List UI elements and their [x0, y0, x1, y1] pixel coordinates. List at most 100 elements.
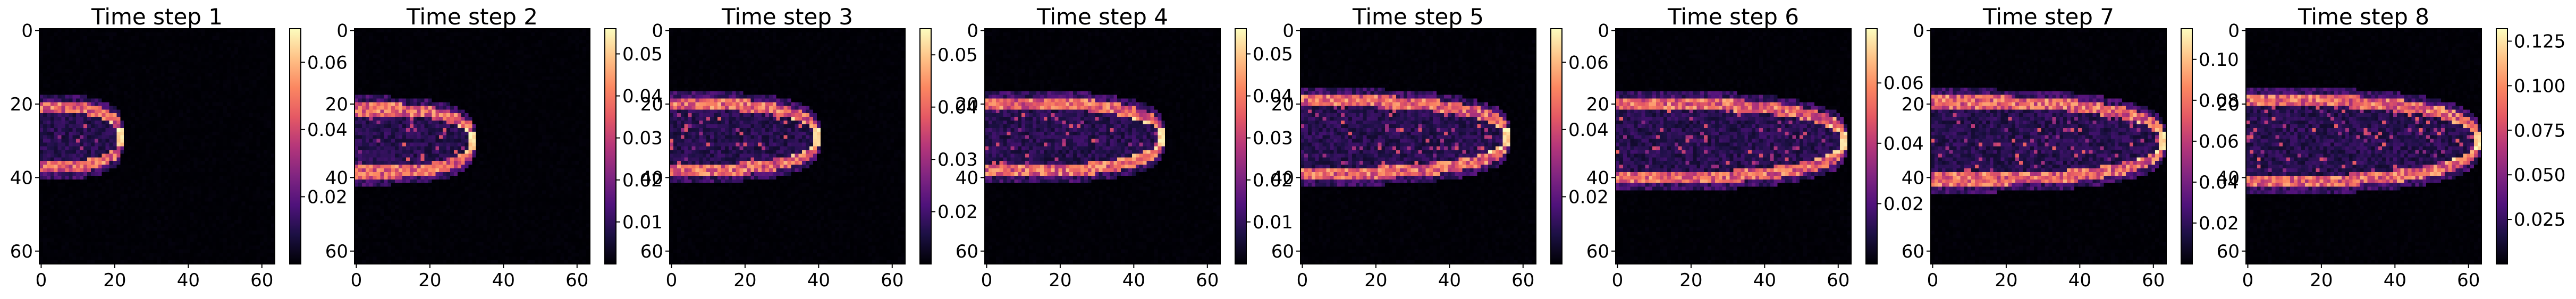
y-tick-label: 20	[2217, 94, 2240, 115]
colorbar-tick-label: 0.04	[2199, 172, 2239, 193]
colorbar-tick-label: 0.02	[622, 170, 663, 191]
heatmap-image	[2246, 29, 2481, 264]
panel-title: Time step 6	[1667, 4, 1799, 30]
y-tick-label: 0	[336, 20, 348, 41]
heatmap-panel-4: Time step 40 20 40 6002040600.010.020.030.0…	[956, 4, 1293, 291]
colorbar-tick-label: 0.025	[2514, 209, 2565, 230]
colorbar	[1235, 29, 1246, 264]
panel-title: Time step 4	[1036, 4, 1168, 30]
colorbar-frame	[2181, 28, 2193, 264]
colorbar-tick-label: 0.02	[307, 186, 348, 208]
colorbar	[2181, 29, 2192, 264]
x-tick-label: 0	[666, 270, 678, 291]
colorbar-frame	[919, 28, 932, 264]
y-tick-label: 0	[652, 20, 663, 41]
colorbar-frame	[1550, 28, 1563, 264]
x-tick-label: 0	[981, 270, 993, 291]
y-tick-label: 60	[956, 241, 978, 262]
x-tick-label: 20	[733, 270, 756, 291]
colorbar-tick-label: 0.06	[1884, 73, 1924, 94]
x-tick-label: 60	[1196, 270, 1219, 291]
x-tick-label: 40	[177, 270, 200, 291]
colorbar-tick-label: 0.06	[307, 52, 348, 73]
heatmap-frame	[39, 28, 275, 264]
heatmap-panel-7: Time step 70 20 40 6002040600.020.040.060.0…	[1902, 4, 2239, 291]
x-tick-label: 40	[807, 270, 830, 291]
colorbar-frame	[289, 28, 301, 264]
y-tick-label: 40	[1271, 167, 1294, 189]
y-tick-label: 20	[325, 94, 348, 115]
colorbar-tick-label: 0.050	[2514, 165, 2565, 186]
colorbar	[1551, 29, 1562, 264]
y-tick-label: 60	[2217, 241, 2240, 262]
colorbar-tick-label: 0.06	[1568, 52, 1609, 73]
x-tick-label: 20	[1364, 270, 1387, 291]
colorbar	[920, 29, 931, 264]
colorbar-tick-label: 0.125	[2514, 31, 2565, 52]
colorbar	[1866, 29, 1877, 264]
y-tick-label: 20	[1271, 94, 1294, 115]
x-tick-label: 20	[418, 270, 441, 291]
x-tick-label: 20	[2310, 270, 2333, 291]
y-tick-label: 60	[1586, 241, 1609, 262]
colorbar-tick-label: 0.04	[1884, 133, 1924, 155]
colorbar-tick-label: 0.03	[622, 128, 663, 149]
colorbar-tick-label: 0.05	[1253, 44, 1293, 65]
colorbar-tick-label: 0.10	[2199, 49, 2239, 71]
heatmap-image	[354, 29, 590, 264]
y-tick-label: 0	[967, 20, 978, 41]
colorbar	[2496, 29, 2507, 264]
heatmap-panel-8: Time step 80 20 40 6002040600.0250.0500.075…	[2217, 4, 2566, 291]
colorbar-frame	[604, 28, 616, 264]
colorbar-tick-label: 0.02	[1884, 193, 1924, 215]
colorbar-tick-label: 0.075	[2514, 120, 2565, 141]
heatmap-image	[1300, 29, 1536, 264]
panel-title: Time step 1	[91, 4, 223, 30]
heatmap-image	[1616, 29, 1851, 264]
heatmap-frame	[1930, 28, 2167, 264]
x-tick-label: 20	[103, 270, 126, 291]
x-tick-label: 40	[2384, 270, 2406, 291]
colorbar-tick-label: 0.01	[1253, 212, 1293, 233]
y-tick-label: 40	[640, 167, 663, 189]
x-tick-label: 0	[1297, 270, 1308, 291]
y-tick-label: 60	[10, 241, 33, 262]
colorbar-tick-label: 0.04	[307, 119, 348, 141]
x-tick-label: 40	[2068, 270, 2091, 291]
y-tick-label: 40	[956, 167, 978, 189]
colorbar-tick-label: 0.02	[1253, 170, 1293, 191]
colorbar-frame	[1865, 28, 1878, 264]
x-tick-label: 60	[250, 270, 273, 291]
x-tick-label: 60	[2457, 270, 2480, 291]
colorbar-tick-label: 0.02	[1568, 186, 1609, 208]
x-tick-label: 60	[881, 270, 903, 291]
colorbar-tick-label: 0.03	[1253, 128, 1293, 149]
colorbar-tick-label: 0.04	[938, 97, 978, 118]
x-tick-label: 40	[1753, 270, 1776, 291]
x-tick-label: 0	[351, 270, 362, 291]
colorbar-tick-label: 0.06	[2199, 131, 2239, 152]
heatmap-image	[1931, 29, 2166, 264]
colorbar-tick-label: 0.02	[2199, 213, 2239, 234]
y-tick-label: 0	[21, 20, 33, 41]
x-tick-label: 40	[1438, 270, 1461, 291]
panel-title: Time step 7	[1982, 4, 2114, 30]
y-tick-label: 40	[1586, 167, 1609, 189]
x-tick-label: 60	[565, 270, 588, 291]
x-tick-label: 20	[1995, 270, 2017, 291]
colorbar-tick-label: 0.04	[622, 86, 663, 107]
y-tick-label: 40	[1902, 167, 1924, 189]
heatmap-image	[985, 29, 1220, 264]
colorbar-tick-label: 0.05	[938, 45, 978, 66]
panel-title: Time step 3	[721, 4, 853, 30]
x-tick-label: 60	[2142, 270, 2165, 291]
heatmap-frame	[1615, 28, 1852, 264]
heatmap-frame	[2245, 28, 2482, 264]
colorbar-tick-label: 0.03	[938, 149, 978, 170]
y-tick-label: 20	[10, 94, 33, 115]
y-tick-label: 60	[1902, 241, 1924, 262]
y-tick-label: 20	[1586, 94, 1609, 115]
colorbar-tick-label: 0.08	[2199, 90, 2239, 112]
